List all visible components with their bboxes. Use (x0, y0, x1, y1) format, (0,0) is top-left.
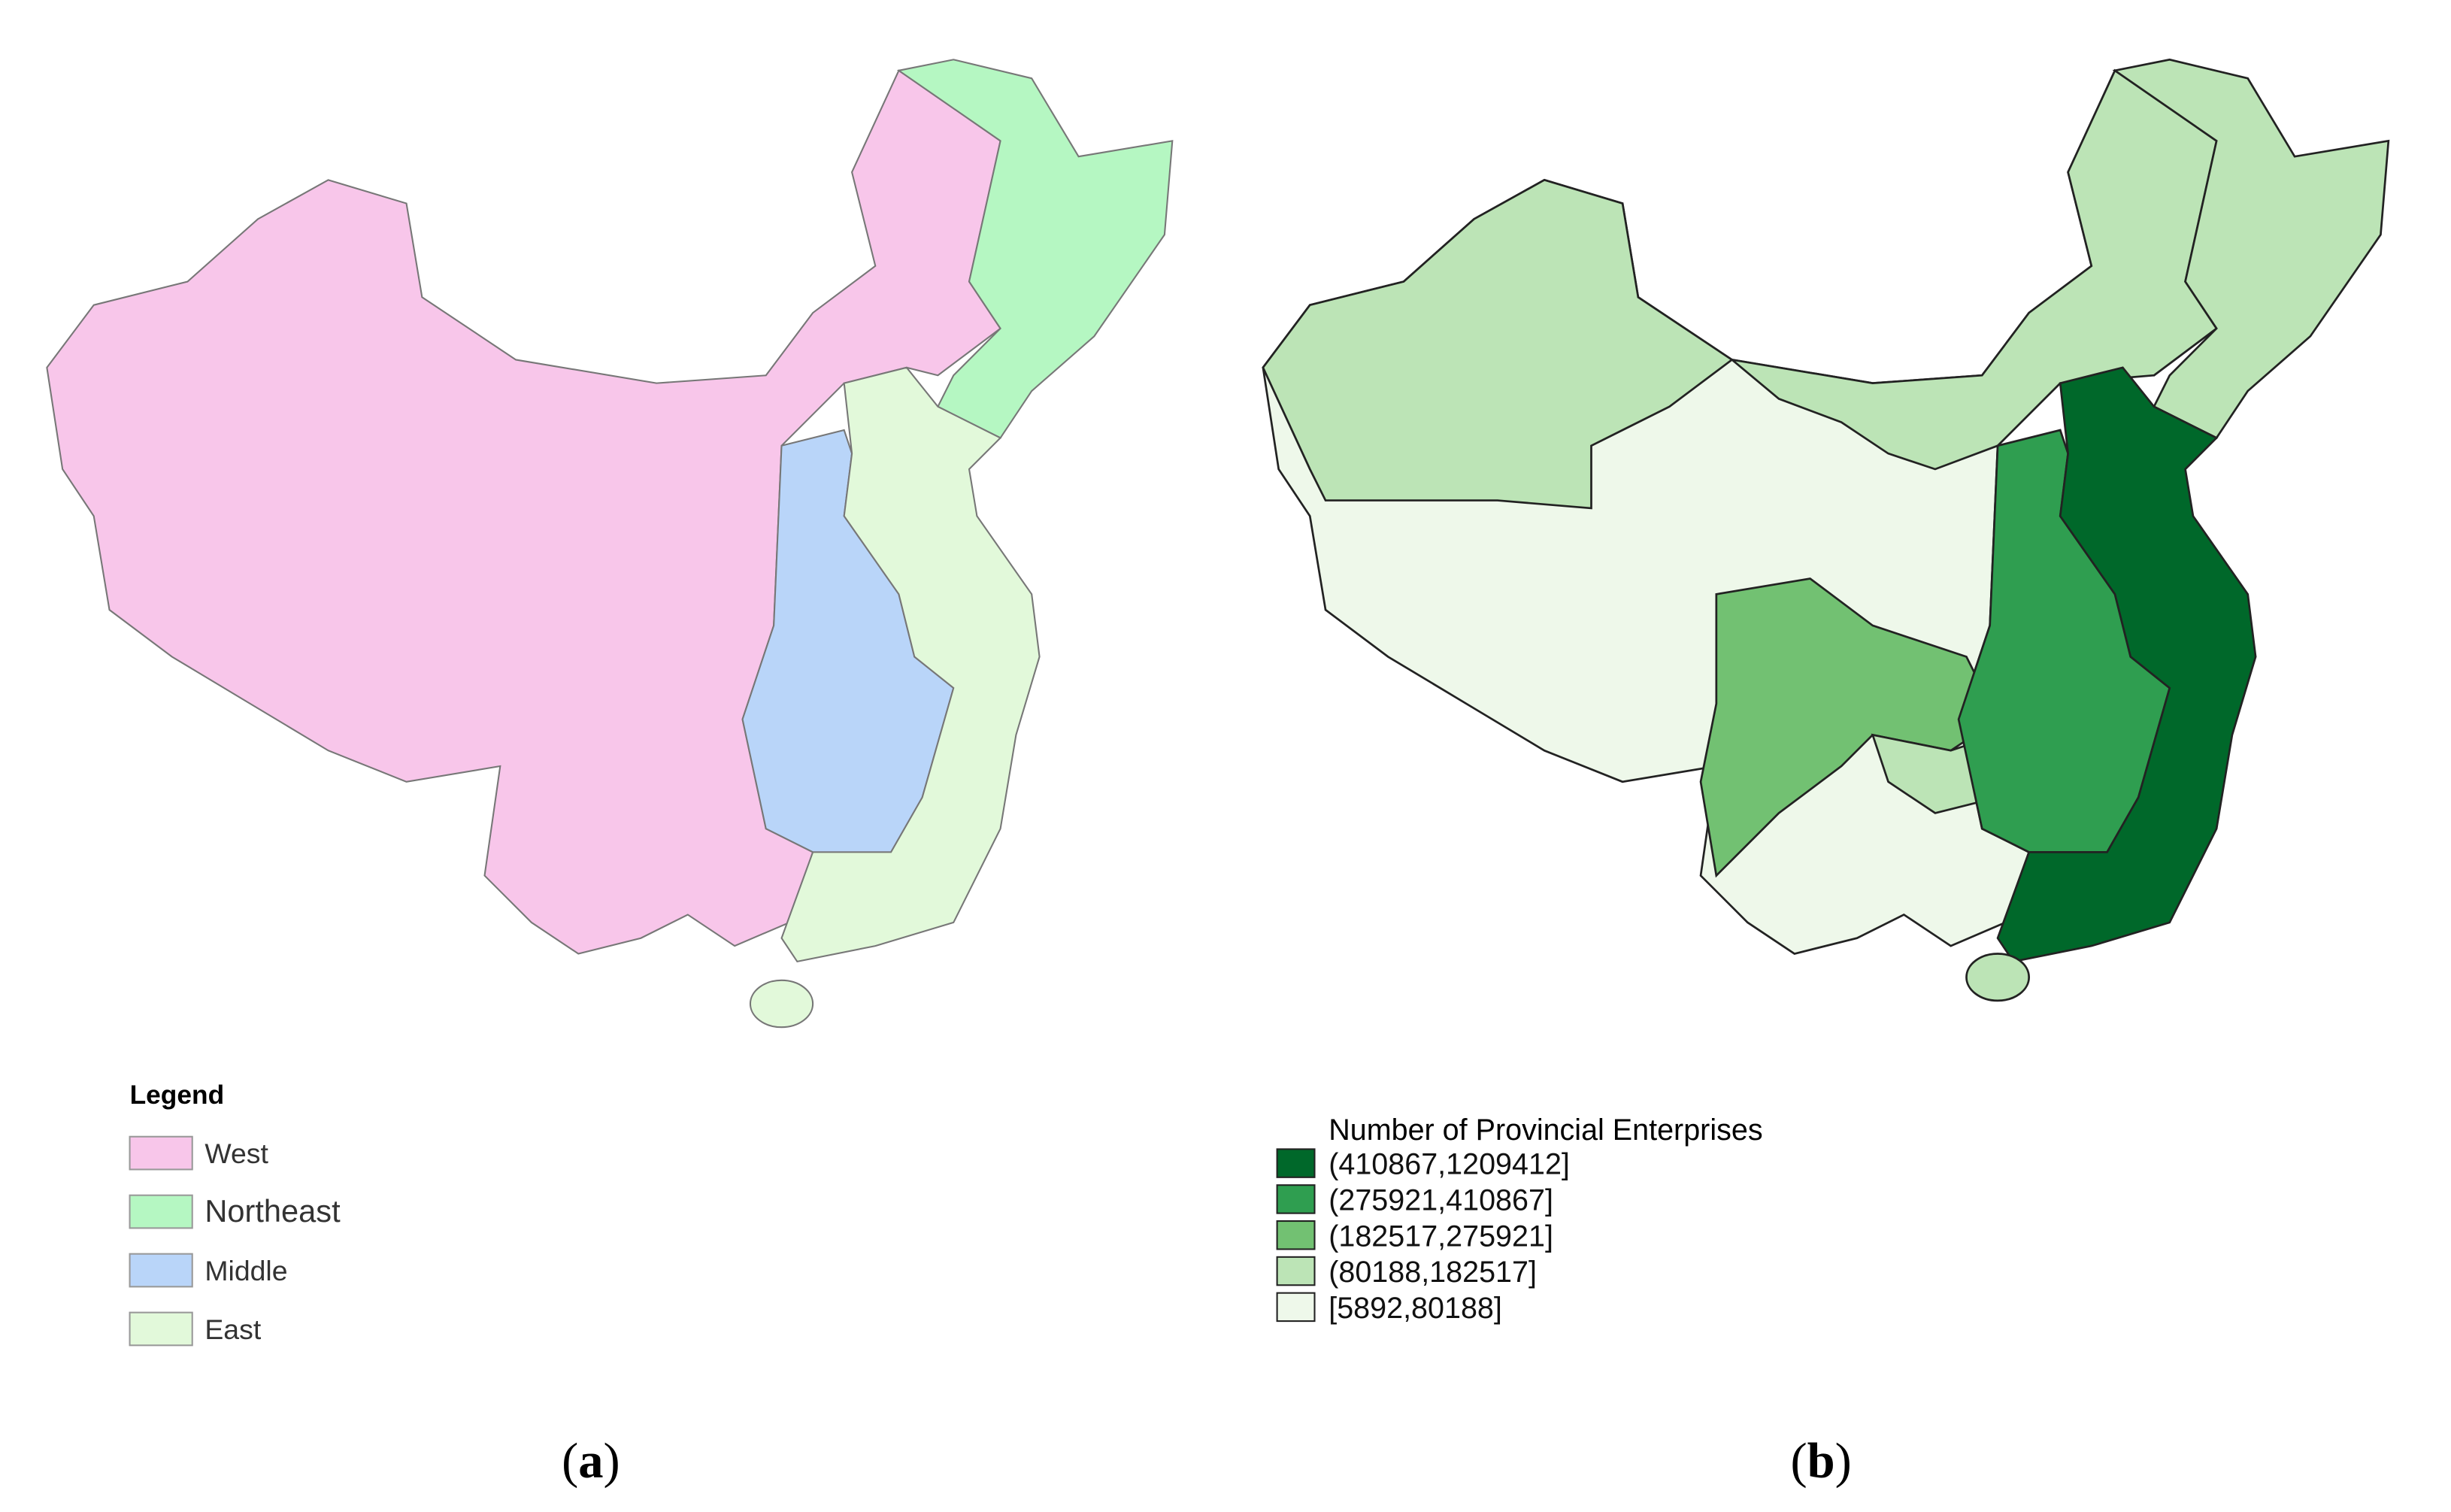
legend-label: Middle (205, 1255, 287, 1286)
legend-swatch (1276, 1184, 1316, 1214)
legend-title: Number of Provincial Enterprises (1329, 1114, 1762, 1147)
caption-letter: b (1807, 1434, 1835, 1489)
region-northeast (896, 59, 1174, 439)
legend-label: East (205, 1314, 261, 1345)
legend-label: (80188,182517] (1329, 1256, 1537, 1289)
map-b (1262, 58, 2390, 1002)
province-island (1965, 953, 2030, 1002)
region-east (780, 366, 1041, 963)
region-east-island (749, 979, 814, 1029)
province-group (1262, 178, 1734, 510)
legend-a: West Northeast Middle East (129, 1135, 341, 1347)
legend-swatch (1276, 1220, 1316, 1250)
legend-swatch (129, 1253, 193, 1288)
legend-swatch (129, 1135, 193, 1171)
caption-open: ( (1790, 1434, 1807, 1489)
legend-label: West (205, 1138, 268, 1169)
caption-close: ) (1835, 1434, 1852, 1489)
legend-swatch (129, 1194, 193, 1229)
legend-swatch (1276, 1148, 1316, 1178)
caption: (b) (1790, 1434, 1851, 1489)
province-group (2112, 58, 2390, 440)
caption-letter: a (578, 1434, 603, 1489)
legend-label: Northeast (205, 1193, 341, 1229)
caption-close: ) (604, 1434, 620, 1489)
legend-title: Legend (130, 1080, 225, 1110)
caption-open: ( (562, 1434, 578, 1489)
legend-swatch (1276, 1256, 1316, 1286)
legend-label: (410867,1209412] (1329, 1148, 1570, 1181)
legend-label: [5892,80188] (1329, 1292, 1502, 1325)
map-a (46, 59, 1174, 1029)
legend-b: (410867,1209412](275921,410867](182517,2… (1276, 1148, 1570, 1325)
province-group (1996, 366, 2257, 963)
legend-label: (182517,275921] (1329, 1220, 1553, 1253)
legend-swatch (129, 1311, 193, 1347)
legend-swatch (1276, 1292, 1316, 1323)
caption: (a) (562, 1434, 620, 1489)
legend-label: (275921,410867] (1329, 1183, 1553, 1217)
